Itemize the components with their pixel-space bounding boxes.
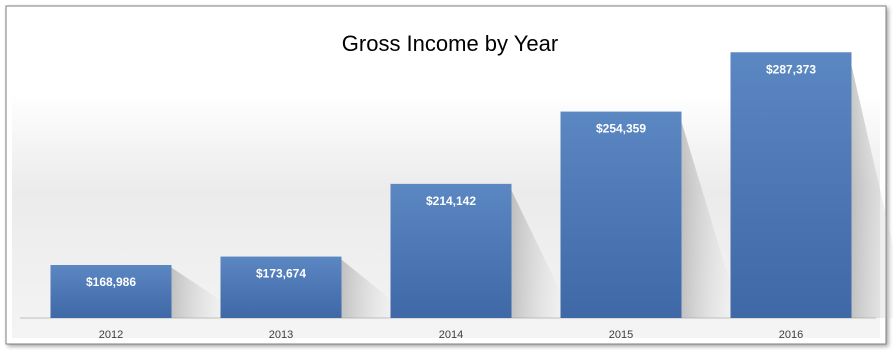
bar-shadow [341,259,397,318]
bar-value-label-2014: $214,142 [426,194,476,208]
x-tick-label-2015: 2015 [609,329,633,341]
bar-value-label-2015: $254,359 [596,122,646,136]
bar-value-label-2012: $168,986 [86,275,136,289]
bar-value-label-2016: $287,373 [766,62,816,76]
bar-2014[interactable] [390,183,512,318]
x-tick-label-2013: 2013 [269,329,293,341]
bar-shadow [851,65,893,318]
bar-value-label-2013: $173,674 [256,267,306,281]
bar-2012[interactable] [50,265,172,318]
x-tick-label-2014: 2014 [439,329,463,341]
bar-shadow [681,121,737,318]
bar-shadow [511,190,567,318]
x-tick-label-2012: 2012 [99,329,123,341]
x-tick-labels-layer: 2012 2013 2014 2015 2016 [99,329,803,341]
bar-2015[interactable] [560,111,682,318]
x-tick-label-2016: 2016 [779,329,803,341]
bar-2016[interactable] [730,52,852,319]
bar-shadow [171,267,227,318]
bars-layer [50,52,893,319]
chart-title: Gross Income by Year [342,31,558,56]
bar-2013[interactable] [220,256,342,318]
value-labels-layer: $168,986 $173,674 $214,142 $254,359 $287,373 [86,62,816,289]
